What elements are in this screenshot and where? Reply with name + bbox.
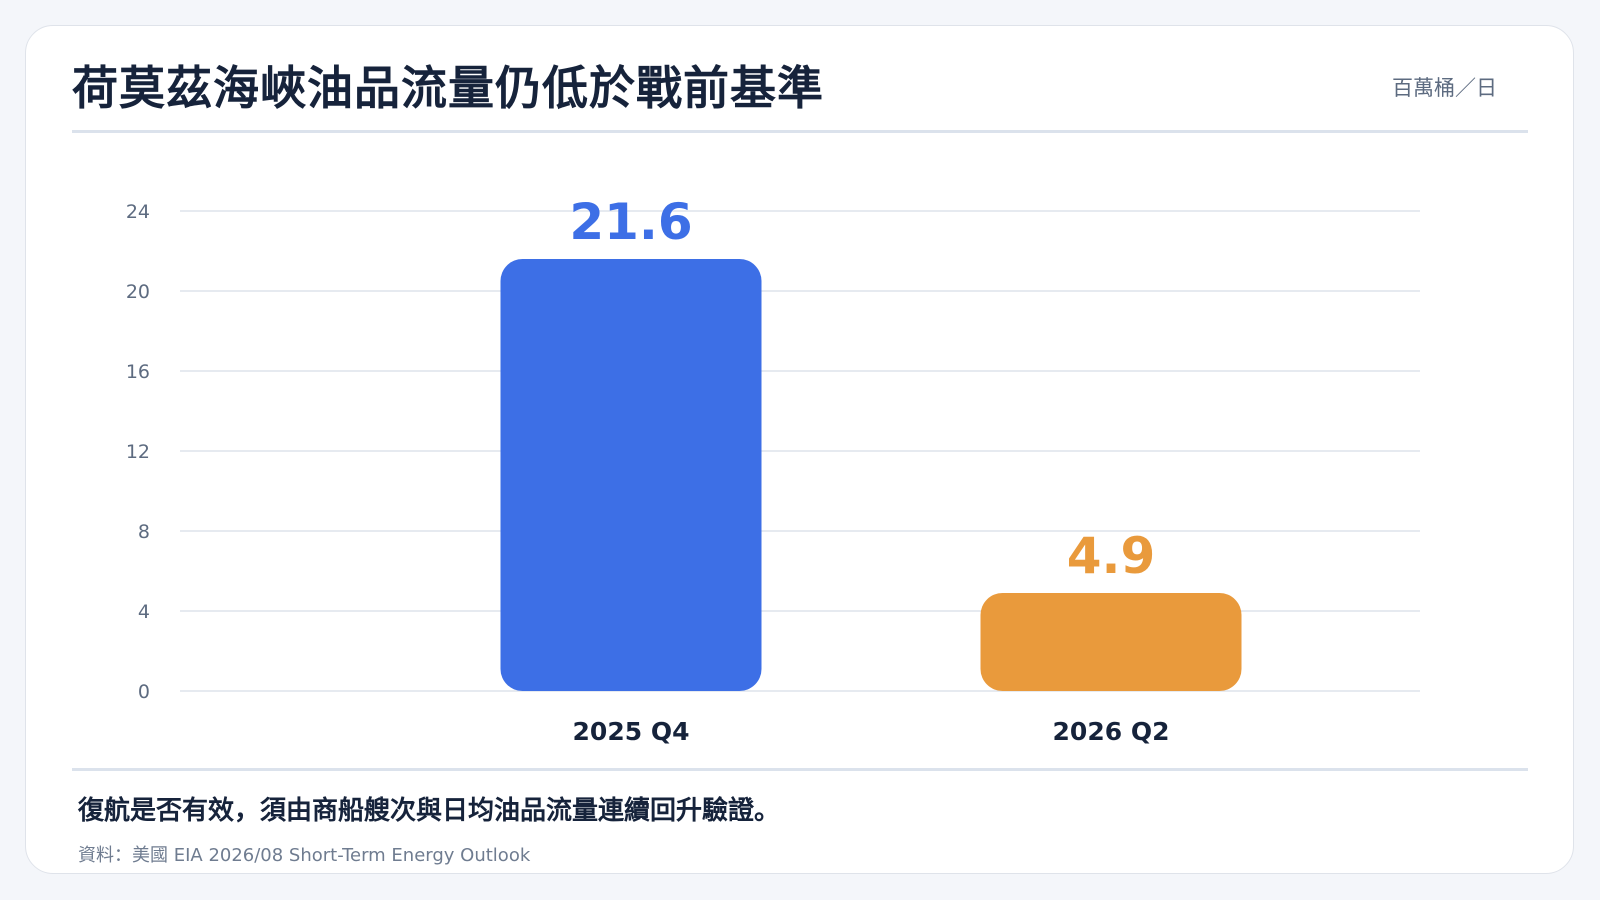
y-tick-label: 4 (138, 601, 150, 623)
bar (500, 259, 762, 691)
y-tick-label: 8 (138, 521, 150, 543)
y-tick-label: 0 (138, 681, 150, 703)
y-tick-label: 24 (126, 201, 150, 223)
unit-label: 百萬桶／日 (1392, 76, 1497, 100)
header-divider (72, 130, 1528, 133)
chart-card (25, 25, 1574, 874)
bar (980, 593, 1242, 691)
data-label: 4.9 (1067, 527, 1156, 585)
y-tick-label: 12 (126, 441, 150, 463)
footnote: 復航是否有效，須由商船艘次與日均油品流量連續回升驗證。 (78, 796, 781, 826)
source-note: 資料：美國 EIA 2026/08 Short-Term Energy Outl… (78, 845, 531, 866)
chart-title: 荷莫茲海峽油品流量仍低於戰前基準 (72, 61, 824, 115)
y-tick-label: 16 (126, 361, 150, 383)
footer-divider (72, 768, 1528, 771)
data-label: 21.6 (569, 193, 692, 251)
x-tick-label: 2025 Q4 (573, 717, 690, 746)
y-tick-label: 20 (126, 281, 150, 303)
x-tick-label: 2026 Q2 (1053, 717, 1170, 746)
